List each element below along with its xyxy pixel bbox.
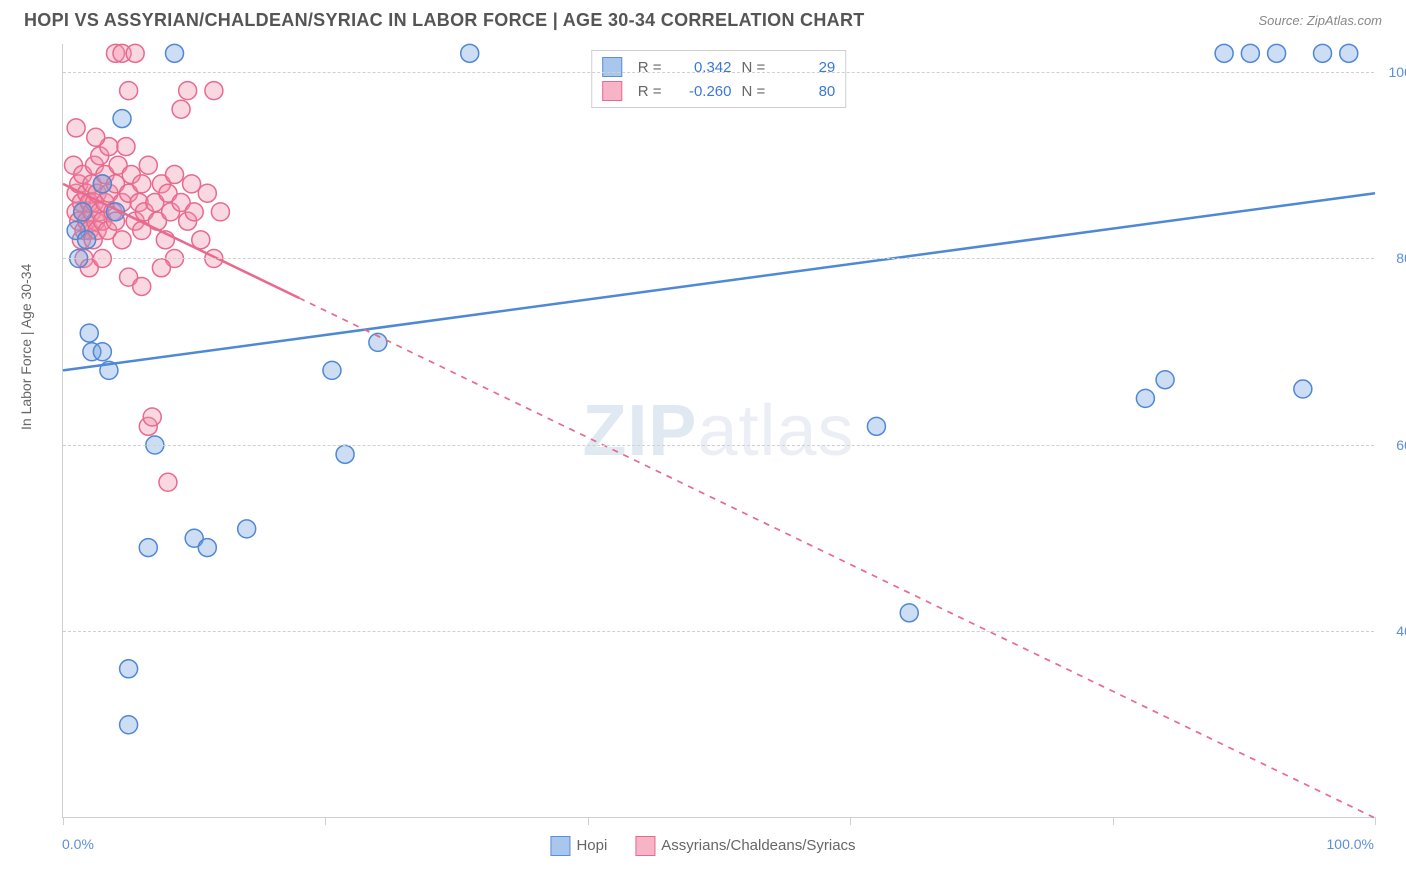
gridline-h <box>63 258 1374 259</box>
data-point <box>117 138 135 156</box>
data-point <box>93 175 111 193</box>
data-point <box>113 110 131 128</box>
data-point <box>1241 44 1259 62</box>
data-point <box>1156 371 1174 389</box>
data-point <box>87 128 105 146</box>
legend-item: Assyrians/Chaldeans/Syriacs <box>635 836 855 856</box>
series-legend: Hopi Assyrians/Chaldeans/Syriacs <box>550 836 855 856</box>
data-point <box>1314 44 1332 62</box>
gridline-h <box>63 445 1374 446</box>
data-point <box>120 660 138 678</box>
x-tick <box>325 817 326 825</box>
legend-swatch <box>602 81 622 101</box>
data-point <box>1340 44 1358 62</box>
legend-item: Hopi <box>550 836 607 856</box>
x-tick <box>588 817 589 825</box>
n-label: N = <box>742 83 766 100</box>
data-point <box>1268 44 1286 62</box>
data-point <box>74 203 92 221</box>
y-axis-label: In Labor Force | Age 30-34 <box>18 264 34 430</box>
scatter-svg <box>63 44 1374 817</box>
data-point <box>143 408 161 426</box>
data-point <box>67 119 85 137</box>
data-point <box>126 44 144 62</box>
legend-label: Assyrians/Chaldeans/Syriacs <box>661 837 855 854</box>
legend-swatch <box>550 836 570 856</box>
chart-plot-area: ZIPatlas R =0.342N =29R =-0.260N =80 40.… <box>62 44 1374 818</box>
data-point <box>211 203 229 221</box>
x-axis-max-label: 100.0% <box>1327 836 1374 852</box>
chart-header: HOPI VS ASSYRIAN/CHALDEAN/SYRIAC IN LABO… <box>0 0 1406 35</box>
regression-line-solid <box>63 193 1375 370</box>
x-tick <box>1113 817 1114 825</box>
data-point <box>238 520 256 538</box>
gridline-h <box>63 631 1374 632</box>
n-value: 80 <box>775 83 835 100</box>
legend-swatch <box>602 57 622 77</box>
y-tick-label: 100.0% <box>1380 64 1406 80</box>
data-point <box>179 82 197 100</box>
y-tick-label: 40.0% <box>1380 623 1406 639</box>
data-point <box>78 231 96 249</box>
r-value: -0.260 <box>672 83 732 100</box>
data-point <box>120 716 138 734</box>
data-point <box>113 231 131 249</box>
r-label: R = <box>638 83 662 100</box>
data-point <box>185 203 203 221</box>
data-point <box>198 184 216 202</box>
correlation-legend-row: R = -0.260 N = 80 <box>602 79 836 103</box>
data-point <box>1215 44 1233 62</box>
data-point <box>1136 389 1154 407</box>
regression-line-dashed <box>299 298 1375 818</box>
data-point <box>120 82 138 100</box>
data-point <box>205 82 223 100</box>
chart-title: HOPI VS ASSYRIAN/CHALDEAN/SYRIAC IN LABO… <box>24 10 865 31</box>
x-axis-min-label: 0.0% <box>62 836 94 852</box>
data-point <box>93 343 111 361</box>
data-point <box>133 175 151 193</box>
data-point <box>1294 380 1312 398</box>
data-point <box>172 100 190 118</box>
data-point <box>183 175 201 193</box>
data-point <box>139 539 157 557</box>
data-point <box>867 417 885 435</box>
gridline-h <box>63 72 1374 73</box>
data-point <box>80 324 98 342</box>
y-tick-label: 60.0% <box>1380 437 1406 453</box>
data-point <box>323 361 341 379</box>
correlation-legend-row: R =0.342N =29 <box>602 55 836 79</box>
data-point <box>336 445 354 463</box>
x-tick <box>1375 817 1376 825</box>
x-tick <box>63 817 64 825</box>
legend-label: Hopi <box>576 837 607 854</box>
legend-swatch <box>635 836 655 856</box>
data-point <box>133 277 151 295</box>
data-point <box>152 259 170 277</box>
x-tick <box>850 817 851 825</box>
data-point <box>166 166 184 184</box>
correlation-legend: R =0.342N =29 R = -0.260 N = 80 <box>591 50 847 108</box>
data-point <box>198 539 216 557</box>
y-tick-label: 80.0% <box>1380 250 1406 266</box>
data-point <box>900 604 918 622</box>
data-point <box>166 44 184 62</box>
data-point <box>461 44 479 62</box>
source-credit: Source: ZipAtlas.com <box>1258 13 1382 28</box>
data-point <box>139 156 157 174</box>
data-point <box>159 473 177 491</box>
